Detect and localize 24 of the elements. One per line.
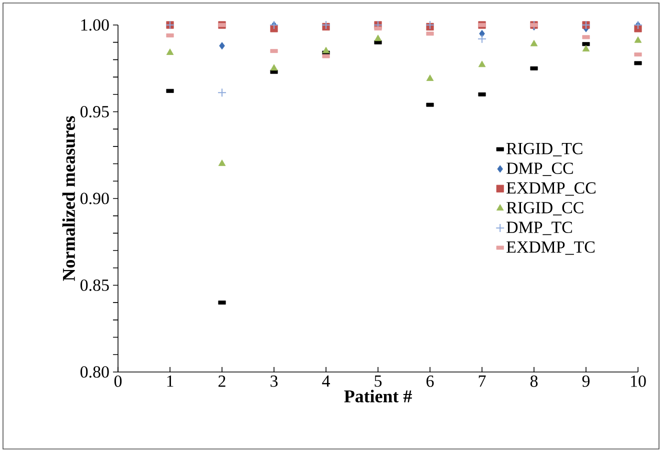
y-tick-label: 0.80 <box>80 366 109 378</box>
x-tick-label: 6 <box>426 376 434 387</box>
x-tick-label: 10 <box>631 376 646 387</box>
legend-label: EXDMP_TC <box>506 241 595 255</box>
x-tick-label: 9 <box>582 376 590 387</box>
legend-label: DMP_CC <box>506 162 573 176</box>
x-tick-label: 8 <box>530 376 538 387</box>
x-axis-title: Patient # <box>344 390 412 402</box>
y-tick-label: 0.95 <box>80 106 109 118</box>
x-tick-label: 5 <box>374 376 382 387</box>
legend-label: DMP_TC <box>506 222 572 236</box>
x-tick-label: 4 <box>322 376 330 387</box>
legend-label: RIGID_TC <box>506 142 582 156</box>
x-tick-label: 0 <box>114 376 122 387</box>
x-tick-label: 2 <box>218 376 226 387</box>
y-tick-label: 1.00 <box>81 19 109 31</box>
y-axis-title: Normalized measures <box>62 116 76 281</box>
x-tick-label: 7 <box>478 376 486 387</box>
x-tick-label: 3 <box>270 376 278 387</box>
x-tick-label: 1 <box>167 376 174 387</box>
legend-label: RIGID_CC <box>506 202 584 216</box>
y-tick-label: 0.85 <box>80 279 109 291</box>
y-tick-label: 0.90 <box>80 192 109 204</box>
legend-label: EXDMP_CC <box>506 182 596 196</box>
